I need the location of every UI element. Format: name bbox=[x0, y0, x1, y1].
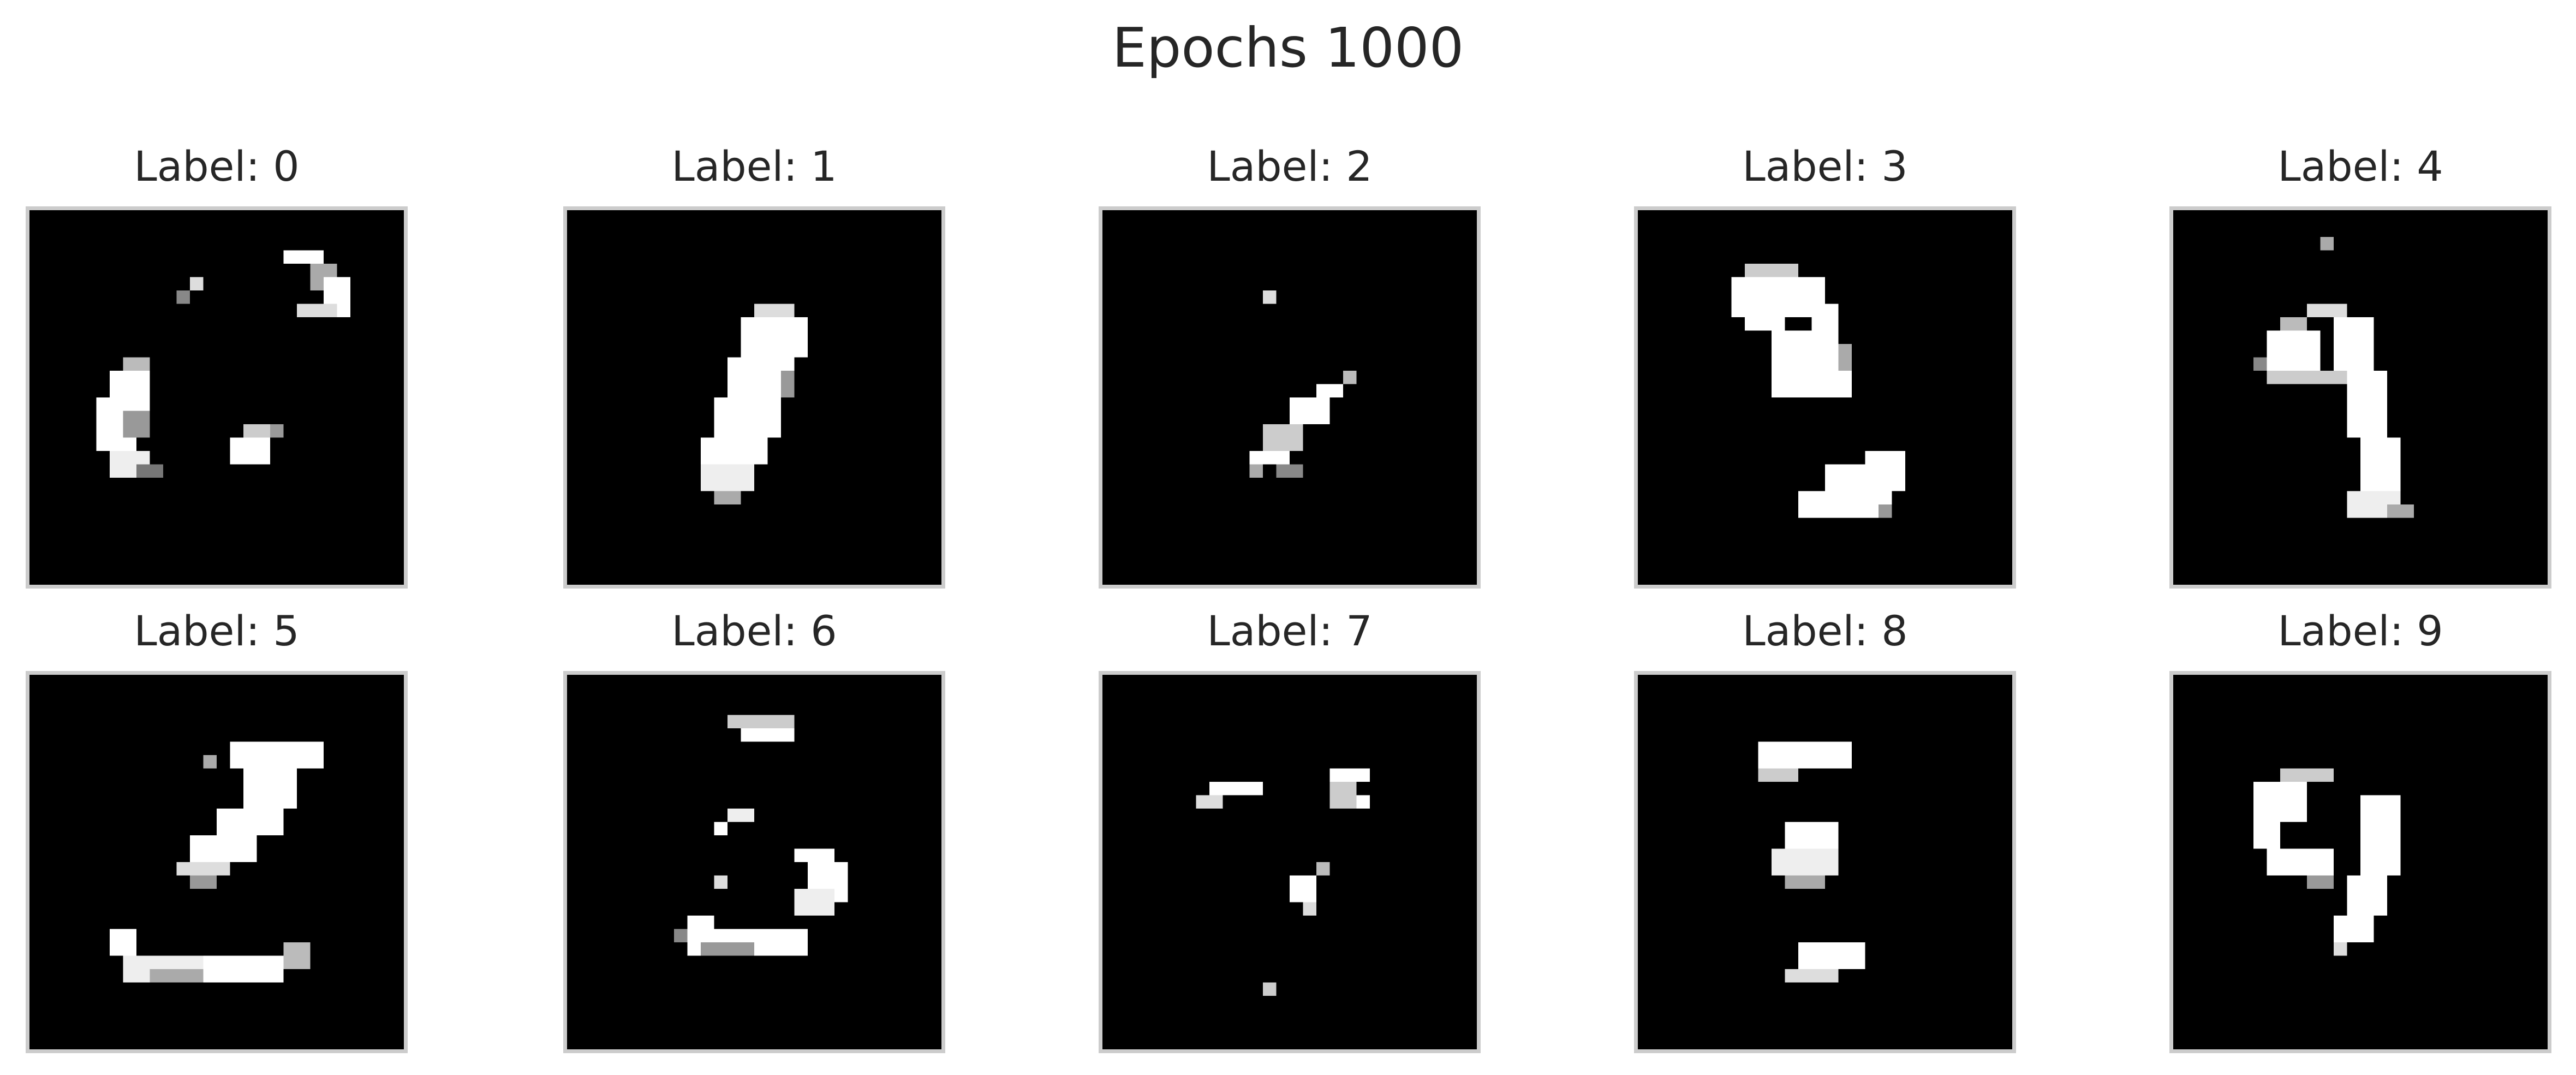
figure-title: Epochs 1000 bbox=[1112, 16, 1464, 80]
panel-digit-5: Label: 5 bbox=[26, 601, 408, 1053]
generated-digit-image bbox=[2173, 675, 2548, 1049]
generated-digit-image bbox=[1638, 210, 2012, 585]
panel-digit-6: Label: 6 bbox=[563, 601, 945, 1053]
generated-image-frame bbox=[563, 671, 945, 1053]
panel-digit-9: Label: 9 bbox=[2169, 601, 2551, 1053]
panel-label: Label: 4 bbox=[2277, 142, 2443, 191]
generated-image-frame bbox=[1099, 671, 1481, 1053]
panel-label: Label: 8 bbox=[1742, 607, 1908, 655]
panel-label: Label: 7 bbox=[1207, 607, 1373, 655]
generated-image-frame bbox=[2169, 206, 2551, 589]
panel-label: Label: 1 bbox=[671, 142, 837, 191]
panel-digit-7: Label: 7 bbox=[1099, 601, 1481, 1053]
generated-digit-image bbox=[567, 210, 941, 585]
generated-image-frame bbox=[2169, 671, 2551, 1053]
panel-label: Label: 0 bbox=[134, 142, 300, 191]
panel-label: Label: 9 bbox=[2277, 607, 2443, 655]
panel-label: Label: 5 bbox=[134, 607, 300, 655]
generated-image-frame bbox=[1634, 206, 2016, 589]
generated-image-frame bbox=[1099, 206, 1481, 589]
panel-digit-1: Label: 1 bbox=[563, 136, 945, 589]
generated-image-frame bbox=[563, 206, 945, 589]
generated-digit-image bbox=[2173, 210, 2548, 585]
generated-image-frame bbox=[1634, 671, 2016, 1053]
panel-label: Label: 3 bbox=[1742, 142, 1908, 191]
generated-digit-image bbox=[1638, 675, 2012, 1049]
generated-digit-image bbox=[29, 675, 404, 1049]
panel-digit-0: Label: 0 bbox=[26, 136, 408, 589]
panel-label: Label: 6 bbox=[671, 607, 837, 655]
generated-image-frame bbox=[26, 206, 408, 589]
panel-label: Label: 2 bbox=[1207, 142, 1373, 191]
panel-digit-2: Label: 2 bbox=[1099, 136, 1481, 589]
panel-digit-8: Label: 8 bbox=[1634, 601, 2016, 1053]
generated-digit-image bbox=[1102, 675, 1477, 1049]
panel-digit-3: Label: 3 bbox=[1634, 136, 2016, 589]
generated-digit-image bbox=[29, 210, 404, 585]
generated-image-frame bbox=[26, 671, 408, 1053]
generated-digit-image bbox=[1102, 210, 1477, 585]
generated-digit-image bbox=[567, 675, 941, 1049]
panel-digit-4: Label: 4 bbox=[2169, 136, 2551, 589]
